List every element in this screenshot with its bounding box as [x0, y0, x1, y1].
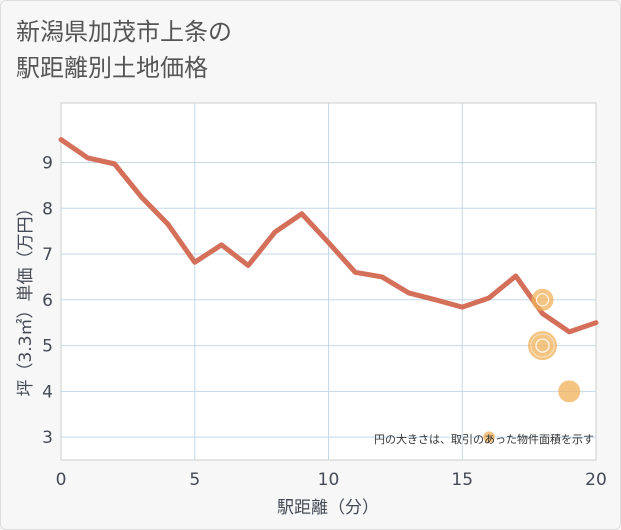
x-tick-label: 15 — [451, 470, 473, 490]
scatter-point-bubble — [528, 331, 557, 361]
y-tick-label: 7 — [42, 245, 53, 265]
x-tick-label: 10 — [318, 470, 340, 490]
scatter-point — [483, 431, 495, 443]
chart-title-line2: 駅距離別土地価格 — [16, 54, 208, 82]
y-tick-label: 3 — [42, 428, 53, 448]
scatter-point — [528, 331, 557, 361]
scatter-layer — [483, 288, 581, 443]
scatter-point-bubble — [558, 380, 581, 403]
scatter-point-ring — [535, 293, 550, 307]
y-tick-label: 6 — [42, 291, 53, 311]
scatter-point-bubble — [483, 431, 495, 443]
scatter-point — [531, 288, 554, 311]
x-tick-label: 20 — [585, 470, 607, 490]
y-tick-label: 5 — [42, 337, 53, 357]
x-tick-label: 0 — [56, 470, 67, 490]
scatter-point — [558, 380, 581, 403]
scatter-point-bubble — [531, 288, 554, 311]
y-axis-label: 坪（3.3㎡）単価（万円） — [16, 199, 36, 396]
x-axis-label: 駅距離（分） — [277, 498, 379, 518]
size-annotation: 円の大きさは、取引のあった物件面積を示す — [374, 432, 594, 446]
tick-labels: 0 5 10 15 20 3 4 5 6 7 8 9 — [42, 154, 607, 491]
line-layer — [58, 137, 599, 335]
chart-title: 新潟県加茂市上条の 駅距離別土地価格 — [16, 14, 232, 86]
scatter-point-ring — [535, 338, 550, 353]
y-tick-label: 8 — [42, 199, 53, 219]
scatter-point-ring — [530, 333, 555, 358]
x-tick-label: 5 — [189, 470, 200, 490]
chart-title-line1: 新潟県加茂市上条の — [16, 18, 232, 46]
series-line — [58, 137, 599, 335]
y-tick-label: 4 — [42, 382, 53, 402]
y-tick-label: 9 — [42, 154, 53, 174]
